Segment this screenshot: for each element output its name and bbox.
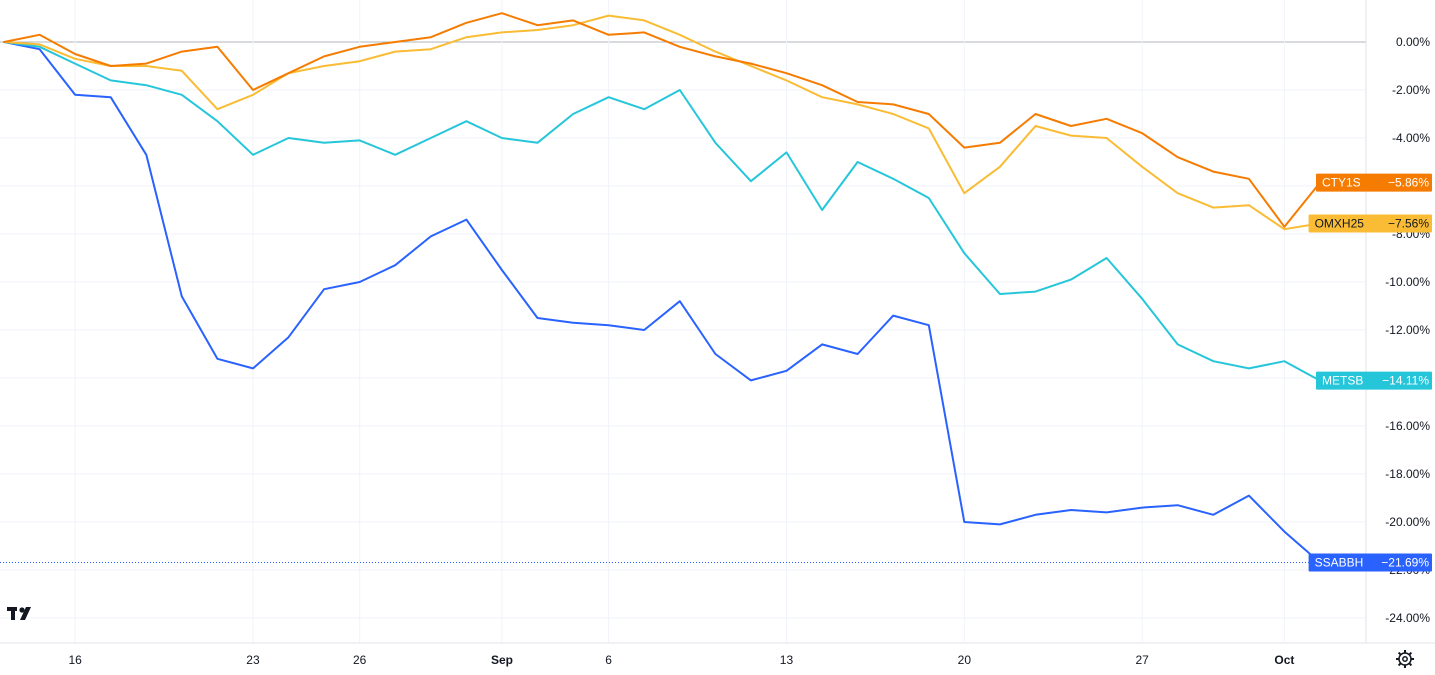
value-tag-background [1308,214,1432,233]
value-tag-series-name: SSABBH [1315,556,1364,570]
x-tick-label: 20 [958,653,972,667]
series-line-ssabbh[interactable] [3,41,1321,564]
y-tick-label: -4.00% [1392,131,1430,145]
value-tag-background [1316,371,1432,390]
value-tag-value: −21.69% [1381,556,1429,570]
tradingview-logo-icon [7,607,31,620]
y-tick-label: -2.00% [1392,83,1430,97]
value-tag-ssabbh: SSABBH −21.69% [1308,553,1432,572]
x-tick-label: Sep [491,653,513,667]
y-tick-label: -24.00% [1385,611,1430,625]
y-axis[interactable]: 0.00%-2.00%-4.00%-6.00%-8.00%-10.00%-12.… [1385,35,1430,625]
value-tag-omxh25: OMXH25 −7.56% [1308,214,1432,233]
value-tag-series-name: CTY1S [1322,176,1361,190]
x-tick-label: 16 [68,653,82,667]
series-lines [0,12,1366,564]
value-tag-value: −7.56% [1388,216,1429,230]
x-axis[interactable]: 16 23 26 Sep 6 13 20 27 Oct [68,653,1294,667]
y-tick-label: -12.00% [1385,323,1430,337]
value-tag-background [1316,173,1432,192]
y-tick-label: -10.00% [1385,275,1430,289]
y-tick-label: 0.00% [1396,35,1430,49]
y-tick-label: -16.00% [1385,419,1430,433]
x-tick-label: 6 [605,653,612,667]
last-value-tags: CTY1S −5.86% OMXH25 −7.56% METSB −14.11% SSABB… [1308,173,1432,572]
x-tick-label: 23 [246,653,260,667]
value-tag-series-name: METSB [1322,374,1363,388]
x-tick-label: Oct [1274,653,1294,667]
y-tick-label: -20.00% [1385,515,1430,529]
series-line-cty1s[interactable] [3,12,1321,228]
tradingview-logo[interactable] [6,603,38,625]
value-tag-background [1308,553,1432,572]
x-tick-label: 13 [780,653,794,667]
value-tag-metsb: METSB −14.11% [1316,371,1432,390]
x-tick-label: 26 [353,653,367,667]
value-tag-value: −5.86% [1388,176,1429,190]
x-tick-label: 27 [1135,653,1149,667]
value-tag-cty1s: CTY1S −5.86% [1316,173,1432,192]
series-line-omxh25[interactable] [3,14,1321,231]
settings-gear-button[interactable] [1394,648,1416,670]
y-tick-label: -18.00% [1385,467,1430,481]
value-tag-value: −14.11% [1382,374,1429,388]
value-tag-series-name: OMXH25 [1315,216,1365,230]
gear-icon [1396,650,1414,668]
series-line-metsb[interactable] [3,41,1321,382]
grid-lines [0,0,1435,644]
